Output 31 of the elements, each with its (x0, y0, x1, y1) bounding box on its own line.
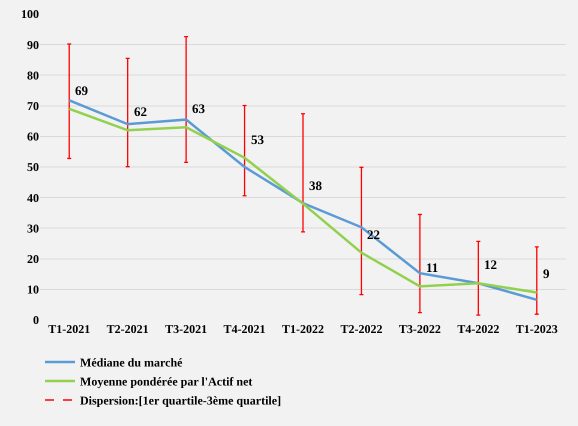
y-tick-label: 80 (27, 68, 39, 82)
y-tick-label: 40 (27, 190, 39, 205)
data-label: 69 (75, 83, 88, 98)
y-tick-label: 90 (27, 38, 39, 52)
x-tick-label: T1-2021 (48, 322, 90, 336)
y-tick-label: 10 (27, 282, 39, 297)
data-label: 11 (426, 260, 438, 275)
data-label: 62 (134, 104, 147, 119)
data-label: 53 (251, 132, 264, 147)
text: Dispersion:[1er quartile-3ème quartile] (80, 394, 282, 408)
data-label: 38 (309, 178, 322, 193)
y-tick-label: 20 (27, 252, 39, 266)
data-label: 63 (192, 101, 206, 116)
x-tick-label: T2-2022 (340, 322, 382, 336)
data-label: 12 (484, 257, 497, 272)
y-tick-label: 100 (21, 7, 39, 22)
x-tick-label: T1-2023 (516, 322, 558, 336)
y-tick-label: 30 (27, 221, 39, 236)
x-tick-label: T3-2021 (165, 322, 208, 336)
x-tick-label: T4-2021 (224, 322, 266, 336)
y-tick-label: 70 (27, 99, 39, 113)
y-tick-label: 50 (27, 160, 39, 174)
legend-label: Moyenne pondérée par l'Actif net (80, 374, 252, 389)
x-tick-label: T3-2022 (398, 322, 441, 336)
data-label: 9 (543, 266, 550, 281)
x-tick-label: T2-2021 (106, 322, 149, 336)
x-tick-label: T1-2022 (282, 322, 324, 336)
x-tick-label: T4-2022 (457, 322, 500, 336)
y-tick-label: 0 (33, 313, 39, 328)
y-tick-label: 60 (27, 130, 39, 144)
legend-label: Médiane du marché (80, 356, 184, 370)
